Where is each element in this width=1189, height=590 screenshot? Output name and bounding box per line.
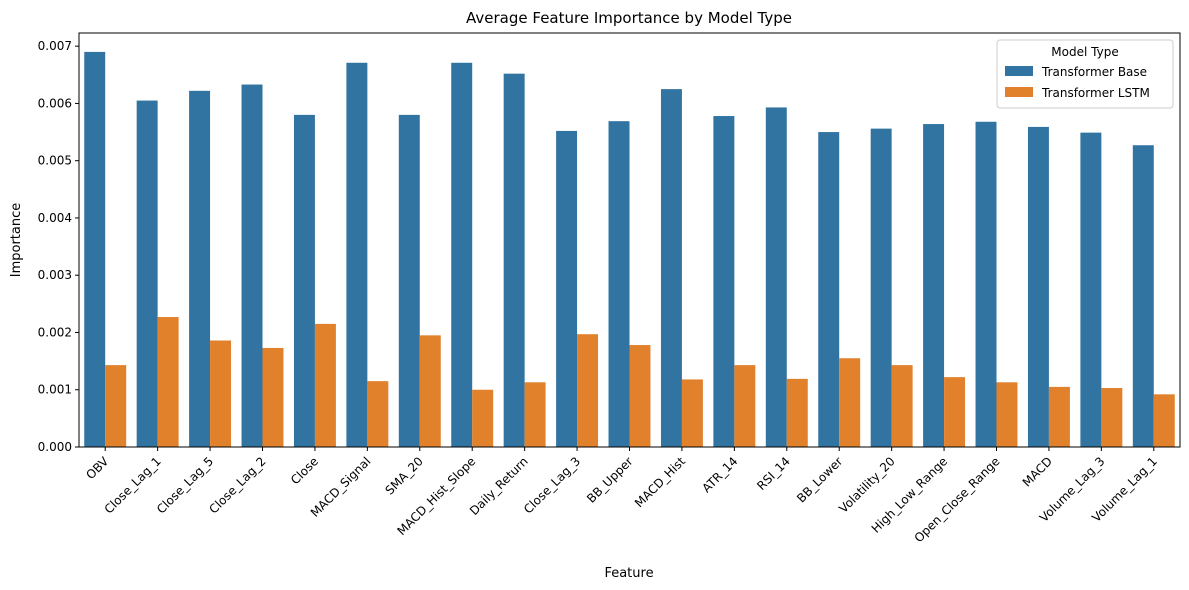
bar-lstm: [839, 358, 861, 447]
bar-base: [451, 62, 473, 447]
legend-swatch-base: [1005, 66, 1033, 76]
chart-title: Average Feature Importance by Model Type: [466, 9, 792, 27]
x-tick-label: MACD_Hist: [632, 454, 688, 510]
bar-base: [398, 114, 420, 447]
legend-swatch-lstm: [1005, 87, 1033, 97]
x-tick-label: Close_Lag_2: [206, 454, 268, 516]
bar-lstm: [1048, 386, 1070, 447]
bar-base: [765, 107, 787, 447]
legend-label-lstm: Transformer LSTM: [1041, 86, 1150, 100]
bar-base: [608, 121, 630, 448]
x-tick-label: RSI_14: [754, 454, 793, 493]
legend-label-base: Transformer Base: [1041, 65, 1147, 79]
bar-base: [1027, 126, 1049, 447]
bar-lstm: [314, 323, 336, 447]
bar-base: [241, 84, 263, 447]
y-tick-label: 0.006: [38, 96, 72, 110]
x-tick-label: OBV: [83, 454, 112, 483]
legend-title: Model Type: [1051, 45, 1118, 59]
x-tick-label: MACD: [1020, 454, 1055, 489]
bar-base: [136, 100, 158, 447]
bar-lstm: [681, 379, 703, 447]
bar-base: [975, 121, 997, 447]
bar-lstm: [577, 334, 599, 447]
legend: Model Type Transformer Base Transformer …: [996, 39, 1174, 109]
y-tick-label: 0.003: [38, 268, 72, 282]
x-tick-label: ATR_14: [699, 454, 740, 495]
bar-base: [660, 89, 682, 448]
bar-base: [346, 62, 368, 447]
bar-lstm: [105, 365, 127, 447]
bar-base: [556, 130, 578, 448]
bar-lstm: [891, 365, 913, 447]
bar-base: [189, 90, 211, 447]
legend-box: [996, 39, 1174, 109]
bar-lstm: [944, 377, 966, 447]
y-axis-label: Importance: [9, 203, 24, 278]
x-tick-label: Open_Close_Range: [912, 454, 1003, 545]
bar-base: [713, 116, 735, 447]
bar-lstm: [1101, 388, 1123, 447]
bar-base: [1080, 132, 1102, 447]
bar-lstm: [419, 335, 441, 447]
bar-lstm: [786, 378, 808, 447]
bar-lstm: [210, 340, 232, 447]
bar-base: [870, 128, 892, 447]
bar-lstm: [1153, 394, 1175, 447]
x-tick-label: Close_Lag_3: [521, 454, 583, 516]
y-tick-label: 0.001: [38, 383, 72, 397]
bar-base: [818, 132, 840, 447]
x-tick-label: Close: [288, 454, 321, 487]
bar-lstm: [367, 381, 389, 447]
bar-lstm: [472, 389, 494, 447]
x-tick-label: SMA_20: [382, 454, 425, 497]
bar-base: [84, 51, 106, 448]
bar-base: [503, 73, 525, 447]
y-axis: 0.000 0.001 0.002 0.003 0.004 0.005 0.006 0.007: [38, 39, 79, 454]
x-tick-label: BB_Lower: [794, 454, 845, 505]
bar-lstm: [996, 382, 1018, 447]
y-tick-label: 0.004: [38, 211, 72, 225]
bar-lstm: [262, 347, 284, 447]
bar-lstm: [734, 365, 756, 447]
bars-group: [84, 51, 1175, 448]
x-axis-label: Feature: [604, 566, 653, 581]
y-tick-label: 0.000: [38, 440, 72, 454]
y-tick-label: 0.005: [38, 154, 72, 168]
bar-base: [293, 114, 315, 447]
y-tick-label: 0.007: [38, 39, 72, 53]
bar-base: [923, 124, 945, 448]
bar-lstm: [524, 382, 546, 447]
x-tick-label: BB_Upper: [584, 454, 636, 506]
bar-lstm: [629, 345, 651, 447]
bar-lstm: [157, 317, 179, 447]
y-tick-label: 0.002: [38, 325, 72, 339]
bar-base: [1132, 145, 1154, 448]
